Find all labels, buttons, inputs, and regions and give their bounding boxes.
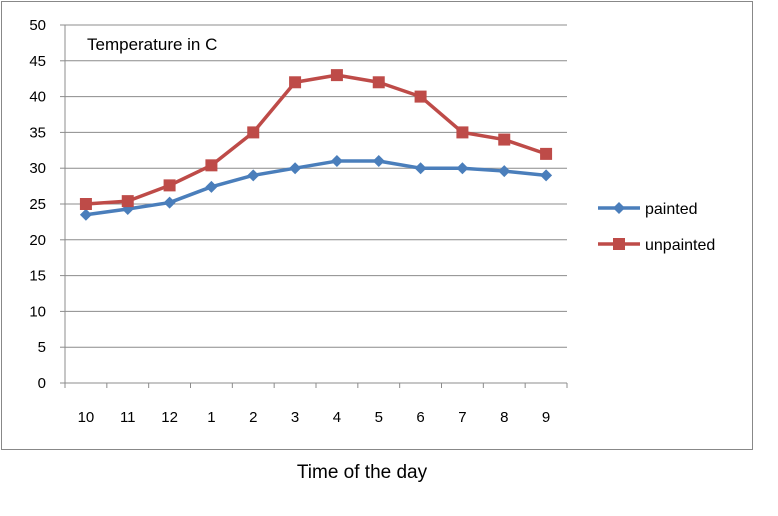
data-point-unpainted (163, 179, 176, 192)
legend: painted unpainted (598, 201, 715, 254)
x-tick-label: 5 (375, 409, 383, 426)
series-lines (85, 73, 547, 217)
x-tick-label: 7 (458, 409, 466, 426)
data-point-unpainted (414, 90, 427, 103)
data-point-unpainted (498, 133, 511, 146)
x-tick-label: 12 (161, 409, 178, 426)
data-point-unpainted (289, 76, 302, 89)
legend-marker-unpainted (613, 238, 625, 250)
legend-label-unpainted: unpainted (645, 237, 715, 254)
y-tick-label: 0 (38, 375, 46, 392)
data-point-painted (163, 196, 176, 209)
x-tick-label: 11 (120, 409, 136, 426)
data-point-painted (456, 162, 469, 175)
data-point-painted (330, 155, 343, 168)
data-point-painted (205, 180, 218, 193)
series-markers (79, 69, 553, 221)
data-point-painted (79, 208, 92, 221)
y-tick-labels: 0 5 10 15 20 25 30 35 40 45 50 (29, 17, 46, 392)
data-point-unpainted (247, 126, 260, 139)
data-point-painted (372, 155, 385, 168)
data-point-unpainted (205, 159, 218, 172)
series-line-unpainted (85, 73, 547, 206)
x-tick-label: 3 (291, 409, 299, 426)
x-tick-label: 2 (249, 409, 257, 426)
y-tick-label: 15 (29, 268, 46, 285)
data-point-unpainted (456, 126, 469, 139)
data-point-unpainted (372, 76, 385, 89)
series-line-painted (85, 159, 547, 217)
y-tick-label: 10 (29, 303, 46, 320)
data-point-unpainted (121, 195, 134, 208)
chart-frame (1, 1, 753, 450)
y-tick-label: 50 (29, 17, 46, 34)
y-tick-label: 25 (29, 196, 46, 213)
y-tick-label: 5 (38, 339, 46, 356)
data-point-painted (498, 165, 511, 178)
data-point-unpainted (330, 69, 343, 82)
x-tick-label: 6 (416, 409, 424, 426)
axes (60, 24, 568, 388)
x-tick-labels: 10 11 12 1 2 3 4 5 6 7 8 9 (78, 409, 551, 426)
y-tick-label: 35 (29, 124, 46, 141)
y-tick-label: 40 (29, 89, 46, 106)
data-point-unpainted (79, 198, 92, 210)
x-tick-label: 10 (78, 409, 95, 426)
x-tick-label: 8 (500, 409, 508, 426)
data-point-painted (414, 162, 427, 175)
legend-label-painted: painted (645, 201, 698, 218)
data-point-unpainted (540, 147, 553, 160)
y-tick-label: 30 (29, 160, 46, 177)
y-tick-label: 45 (29, 53, 46, 70)
x-tick-label: 4 (333, 409, 341, 426)
x-tick-label: 9 (542, 409, 550, 426)
data-point-painted (247, 169, 260, 182)
y-tick-label: 20 (29, 232, 46, 249)
x-axis-title: Time of the day (296, 462, 428, 483)
data-point-painted (289, 162, 302, 175)
data-point-painted (540, 169, 553, 182)
legend-marker-painted (613, 202, 625, 214)
chart-title: Temperature in C (87, 35, 217, 54)
gridlines (65, 24, 567, 348)
x-tick-label: 1 (207, 409, 215, 426)
